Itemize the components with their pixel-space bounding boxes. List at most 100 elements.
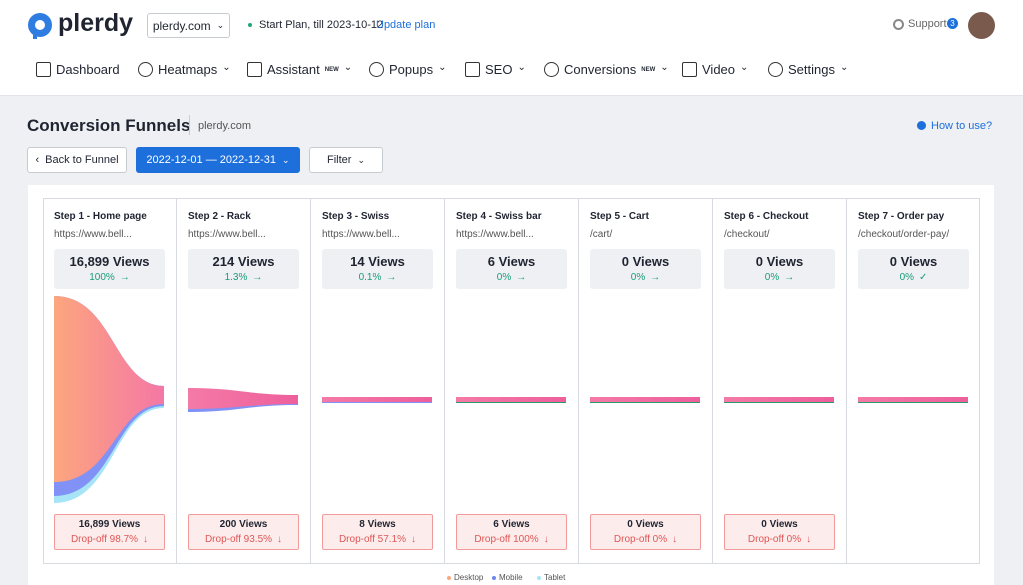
dropoff: Drop-off 100% xyxy=(474,534,538,545)
step-url: https://www.bell... xyxy=(54,229,132,240)
views-box: 0 Views0%→ xyxy=(590,249,701,289)
dropoff-box: 0 ViewsDrop-off 0%↓ xyxy=(590,514,701,550)
caret: ⌄ xyxy=(517,62,525,73)
flow xyxy=(188,296,300,511)
dropoff-box: 6 Views Drop-off 100%↓ xyxy=(456,514,567,550)
dropoff-box: 200 Views Drop-off 93.5% ↓ xyxy=(188,514,299,550)
dropoff-row: Drop-off 93.5% ↓ xyxy=(189,534,298,545)
caret: ⌄ xyxy=(660,62,668,73)
step-column: Step 1 - Home pagehttps://www.bell...16,… xyxy=(43,198,177,563)
step-column: Step 6 - Checkout/checkout/0 Views0%→0 V… xyxy=(713,198,847,563)
update-plan[interactable]: Update plan xyxy=(376,19,435,31)
date-button[interactable]: 2022-12-01 — 2022-12-31⌄ xyxy=(136,147,300,173)
filter-label: Filter xyxy=(327,154,351,166)
exit-views: 200 Views xyxy=(189,519,298,530)
step-url: /cart/ xyxy=(590,229,612,240)
dropoff-row: Drop-off 100%↓ xyxy=(457,534,566,545)
nav-item[interactable]: Popups⌄ xyxy=(369,62,446,77)
back-button[interactable]: ‹Back to Funnel xyxy=(27,147,127,173)
flow xyxy=(54,296,166,511)
nav-item[interactable]: ConversionsNEW⌄ xyxy=(544,62,669,77)
views: 16,899 Views xyxy=(54,254,165,269)
dropoff: Drop-off 57.1% xyxy=(339,534,406,545)
dropoff-row: Drop-off 98.7% ↓ xyxy=(55,534,164,545)
dropoff-box: 8 ViewsDrop-off 57.1%↓ xyxy=(322,514,433,550)
dropoff-icon: ↓ xyxy=(806,534,811,545)
pct-icon: → xyxy=(784,272,794,283)
legend-swatch xyxy=(537,576,541,580)
dropoff: Drop-off 98.7% xyxy=(71,534,138,545)
nav-icon xyxy=(682,62,697,77)
plan: Start Plan, till 2023-10-12 xyxy=(259,19,383,31)
step-column: Step 7 - Order pay/checkout/order-pay/0 … xyxy=(847,198,981,563)
exit-views: 6 Views xyxy=(457,519,566,530)
site-select[interactable]: plerdy.com⌄ xyxy=(147,13,230,38)
dropoff: Drop-off 0% xyxy=(748,534,801,545)
top-bar: plerdy plerdy.com⌄ Start Plan, till 2023… xyxy=(0,0,1023,96)
caret: ⌄ xyxy=(222,62,230,73)
step-url: https://www.bell... xyxy=(456,229,534,240)
step-url: https://www.bell... xyxy=(188,229,266,240)
dropoff-icon: ↓ xyxy=(277,534,282,545)
dropoff-box: 16,899 ViewsDrop-off 98.7%↓ xyxy=(54,514,165,550)
nav-item[interactable]: Video⌄ xyxy=(682,62,748,77)
pct: 0% xyxy=(900,272,914,283)
views: 0 Views xyxy=(590,254,701,269)
dropoff-icon: ↓ xyxy=(143,534,148,545)
nav-item[interactable]: Heatmaps⌄ xyxy=(138,62,231,77)
nav-icon xyxy=(247,62,262,77)
dropoff-row: Drop-off 0% ↓ xyxy=(725,534,834,545)
step-title: Step 6 - Checkout xyxy=(724,211,808,222)
views: 0 Views xyxy=(858,254,969,269)
pct-icon: → xyxy=(120,272,130,283)
flow xyxy=(858,296,970,511)
caret: ⌄ xyxy=(344,62,352,73)
exit-views: 0 Views xyxy=(725,519,834,530)
support-icon xyxy=(893,19,904,30)
pct-icon: → xyxy=(516,272,526,283)
dropoff: Drop-off 93.5% xyxy=(205,534,272,545)
nav-item[interactable]: Dashboard xyxy=(36,62,120,77)
step-column: Step 3 - Swisshttps://www.bell...14 View… xyxy=(311,198,445,563)
pct-row: 0%✓ xyxy=(858,272,969,283)
dropoff-row: Drop-off 0%↓ xyxy=(591,534,700,545)
filter-button[interactable]: Filter⌄ xyxy=(309,147,383,173)
nav-label: Settings xyxy=(788,62,835,77)
views-box: 0 Views 0%✓ xyxy=(858,249,969,289)
views: 214 Views xyxy=(188,254,299,269)
dropoff: Drop-off 0% xyxy=(614,534,667,545)
step-title: Step 2 - Rack xyxy=(188,211,251,222)
legend-label: Mobile xyxy=(499,573,523,582)
avatar[interactable] xyxy=(968,12,995,39)
pct: 100% xyxy=(89,272,115,283)
dropoff-row: Drop-off 57.1% ↓ xyxy=(323,534,432,545)
dropoff-icon: ↓ xyxy=(411,534,416,545)
views-box: 14 Views0.1%→ xyxy=(322,249,433,289)
support-badge: 3 xyxy=(947,18,958,29)
pct-row: 100% → xyxy=(54,272,165,283)
legend-label: Tablet xyxy=(544,573,565,582)
nav-item[interactable]: SEO⌄ xyxy=(465,62,526,77)
logo-icon xyxy=(27,12,53,40)
caret: ⌄ xyxy=(438,62,446,73)
nav-item[interactable]: Settings⌄ xyxy=(768,62,848,77)
pct-row: 0%→ xyxy=(456,272,567,283)
nav-icon xyxy=(544,62,559,77)
flow xyxy=(590,296,702,511)
nav-icon xyxy=(369,62,384,77)
step-title: Step 4 - Swiss bar xyxy=(456,211,542,222)
help-link[interactable]: How to use? xyxy=(931,120,992,132)
step-url: /checkout/order-pay/ xyxy=(858,229,949,240)
domain: plerdy.com xyxy=(198,120,251,132)
divider xyxy=(189,115,190,135)
step-title: Step 7 - Order pay xyxy=(858,211,944,222)
support[interactable]: Support xyxy=(908,18,947,30)
step-url: /checkout/ xyxy=(724,229,770,240)
flow xyxy=(724,296,836,511)
help-icon xyxy=(917,121,926,130)
flow xyxy=(322,296,434,511)
dropoff-box: 0 Views Drop-off 0% ↓ xyxy=(724,514,835,550)
nav-item[interactable]: AssistantNEW⌄ xyxy=(247,62,352,77)
legend-swatch xyxy=(492,576,496,580)
